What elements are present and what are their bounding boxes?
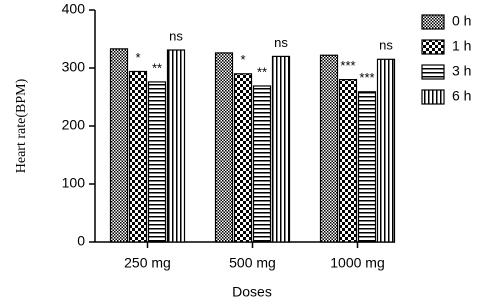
x-tick-label: 250 mg — [124, 255, 171, 271]
legend-swatch — [421, 64, 445, 80]
y-tick-label: 400 — [62, 1, 86, 17]
legend-label: 1 h — [452, 38, 471, 54]
bar — [166, 49, 186, 243]
x-tick-label: 1000 mg — [330, 255, 384, 271]
bar — [147, 81, 167, 243]
significance-label: ns — [274, 35, 288, 50]
bar — [271, 55, 291, 243]
y-axis-label: Heart rate(BPM) — [14, 78, 29, 173]
bar — [233, 73, 253, 243]
y-tick-label: 200 — [62, 117, 86, 133]
bar — [128, 70, 148, 243]
bar — [338, 78, 358, 243]
y-tick-label: 300 — [62, 59, 86, 75]
significance-label: ns — [169, 28, 183, 43]
y-tick-label: 100 — [62, 175, 86, 191]
x-tick-label: 500 mg — [229, 255, 276, 271]
significance-label: *** — [340, 58, 355, 73]
significance-label: ** — [257, 64, 267, 79]
legend-label: 6 h — [452, 88, 471, 104]
bar — [252, 85, 272, 243]
bar — [319, 54, 339, 243]
significance-label: ns — [379, 38, 393, 53]
legend-swatch — [421, 39, 445, 55]
significance-label: * — [135, 50, 140, 65]
significance-label: * — [240, 52, 245, 67]
bar — [376, 58, 396, 243]
bar — [357, 91, 377, 243]
legend-label: 0 h — [452, 13, 471, 29]
legend-swatch — [421, 89, 445, 105]
x-axis-label: Doses — [232, 284, 272, 300]
significance-label: *** — [359, 70, 374, 85]
significance-label: ** — [152, 60, 162, 75]
bar — [214, 52, 234, 243]
legend-label: 3 h — [452, 63, 471, 79]
y-tick-label: 0 — [77, 233, 85, 249]
legend-swatch — [421, 14, 445, 30]
bar — [109, 48, 129, 243]
